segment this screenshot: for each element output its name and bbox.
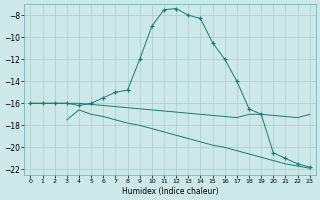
- X-axis label: Humidex (Indice chaleur): Humidex (Indice chaleur): [122, 187, 218, 196]
